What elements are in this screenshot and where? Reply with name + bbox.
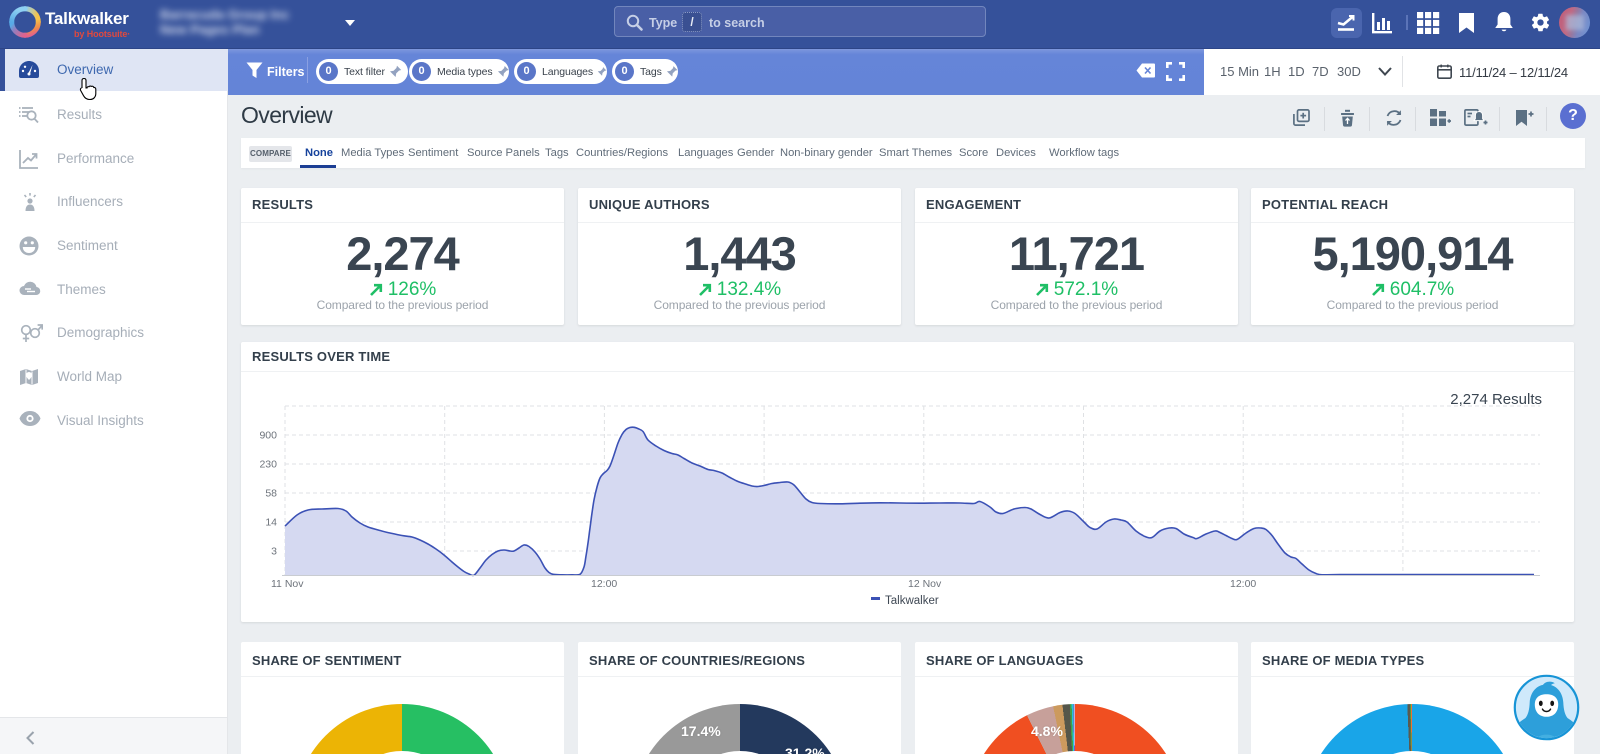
svg-text:12:00: 12:00 (1230, 578, 1256, 590)
svg-text:230: 230 (259, 459, 277, 471)
svg-text:900: 900 (259, 430, 277, 442)
svg-text:Talkwalker: Talkwalker (885, 595, 939, 607)
svg-text:3: 3 (271, 546, 277, 558)
svg-text:14: 14 (265, 517, 277, 529)
svg-text:12:00: 12:00 (591, 578, 617, 590)
svg-text:12 Nov: 12 Nov (908, 578, 942, 590)
svg-text:58: 58 (265, 488, 277, 500)
svg-text:11 Nov: 11 Nov (271, 578, 304, 590)
